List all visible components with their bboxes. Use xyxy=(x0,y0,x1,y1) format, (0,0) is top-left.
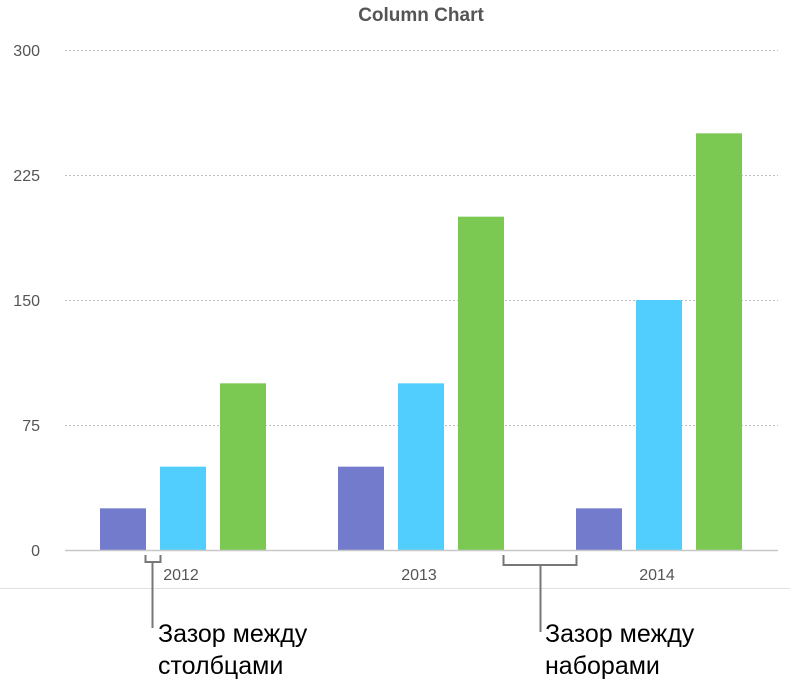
set-gap-label-line2: наборами xyxy=(545,652,660,680)
bar-2012-series-2 xyxy=(160,466,206,550)
bar-gap-label-line2: столбцами xyxy=(158,652,283,680)
bar-2013-series-1 xyxy=(338,466,384,550)
bar-2014-series-3 xyxy=(696,133,742,551)
x-tick-label: 2013 xyxy=(401,567,437,584)
y-tick-label: 300 xyxy=(13,43,40,60)
bar-gap-label-line1: Зазор между xyxy=(158,620,308,648)
x-tick-label: 2014 xyxy=(639,567,675,584)
bar-2014-series-2 xyxy=(636,300,682,550)
bar-2012-series-3 xyxy=(220,383,266,550)
bar-2012-series-1 xyxy=(100,508,146,550)
y-tick-label: 225 xyxy=(13,168,40,185)
bar-2013-series-2 xyxy=(398,383,444,550)
bar-gap-bracket xyxy=(144,555,162,628)
y-tick-label: 75 xyxy=(22,418,40,435)
y-tick-label: 0 xyxy=(31,543,40,560)
bar-2014-series-1 xyxy=(576,508,622,550)
y-tick-label: 150 xyxy=(13,293,40,310)
bar-2013-series-3 xyxy=(458,216,504,550)
set-gap-bracket xyxy=(502,555,578,632)
x-tick-label: 2012 xyxy=(163,567,199,584)
chart-title: Column Chart xyxy=(358,5,484,26)
set-gap-label-line1: Зазор между xyxy=(545,620,695,648)
